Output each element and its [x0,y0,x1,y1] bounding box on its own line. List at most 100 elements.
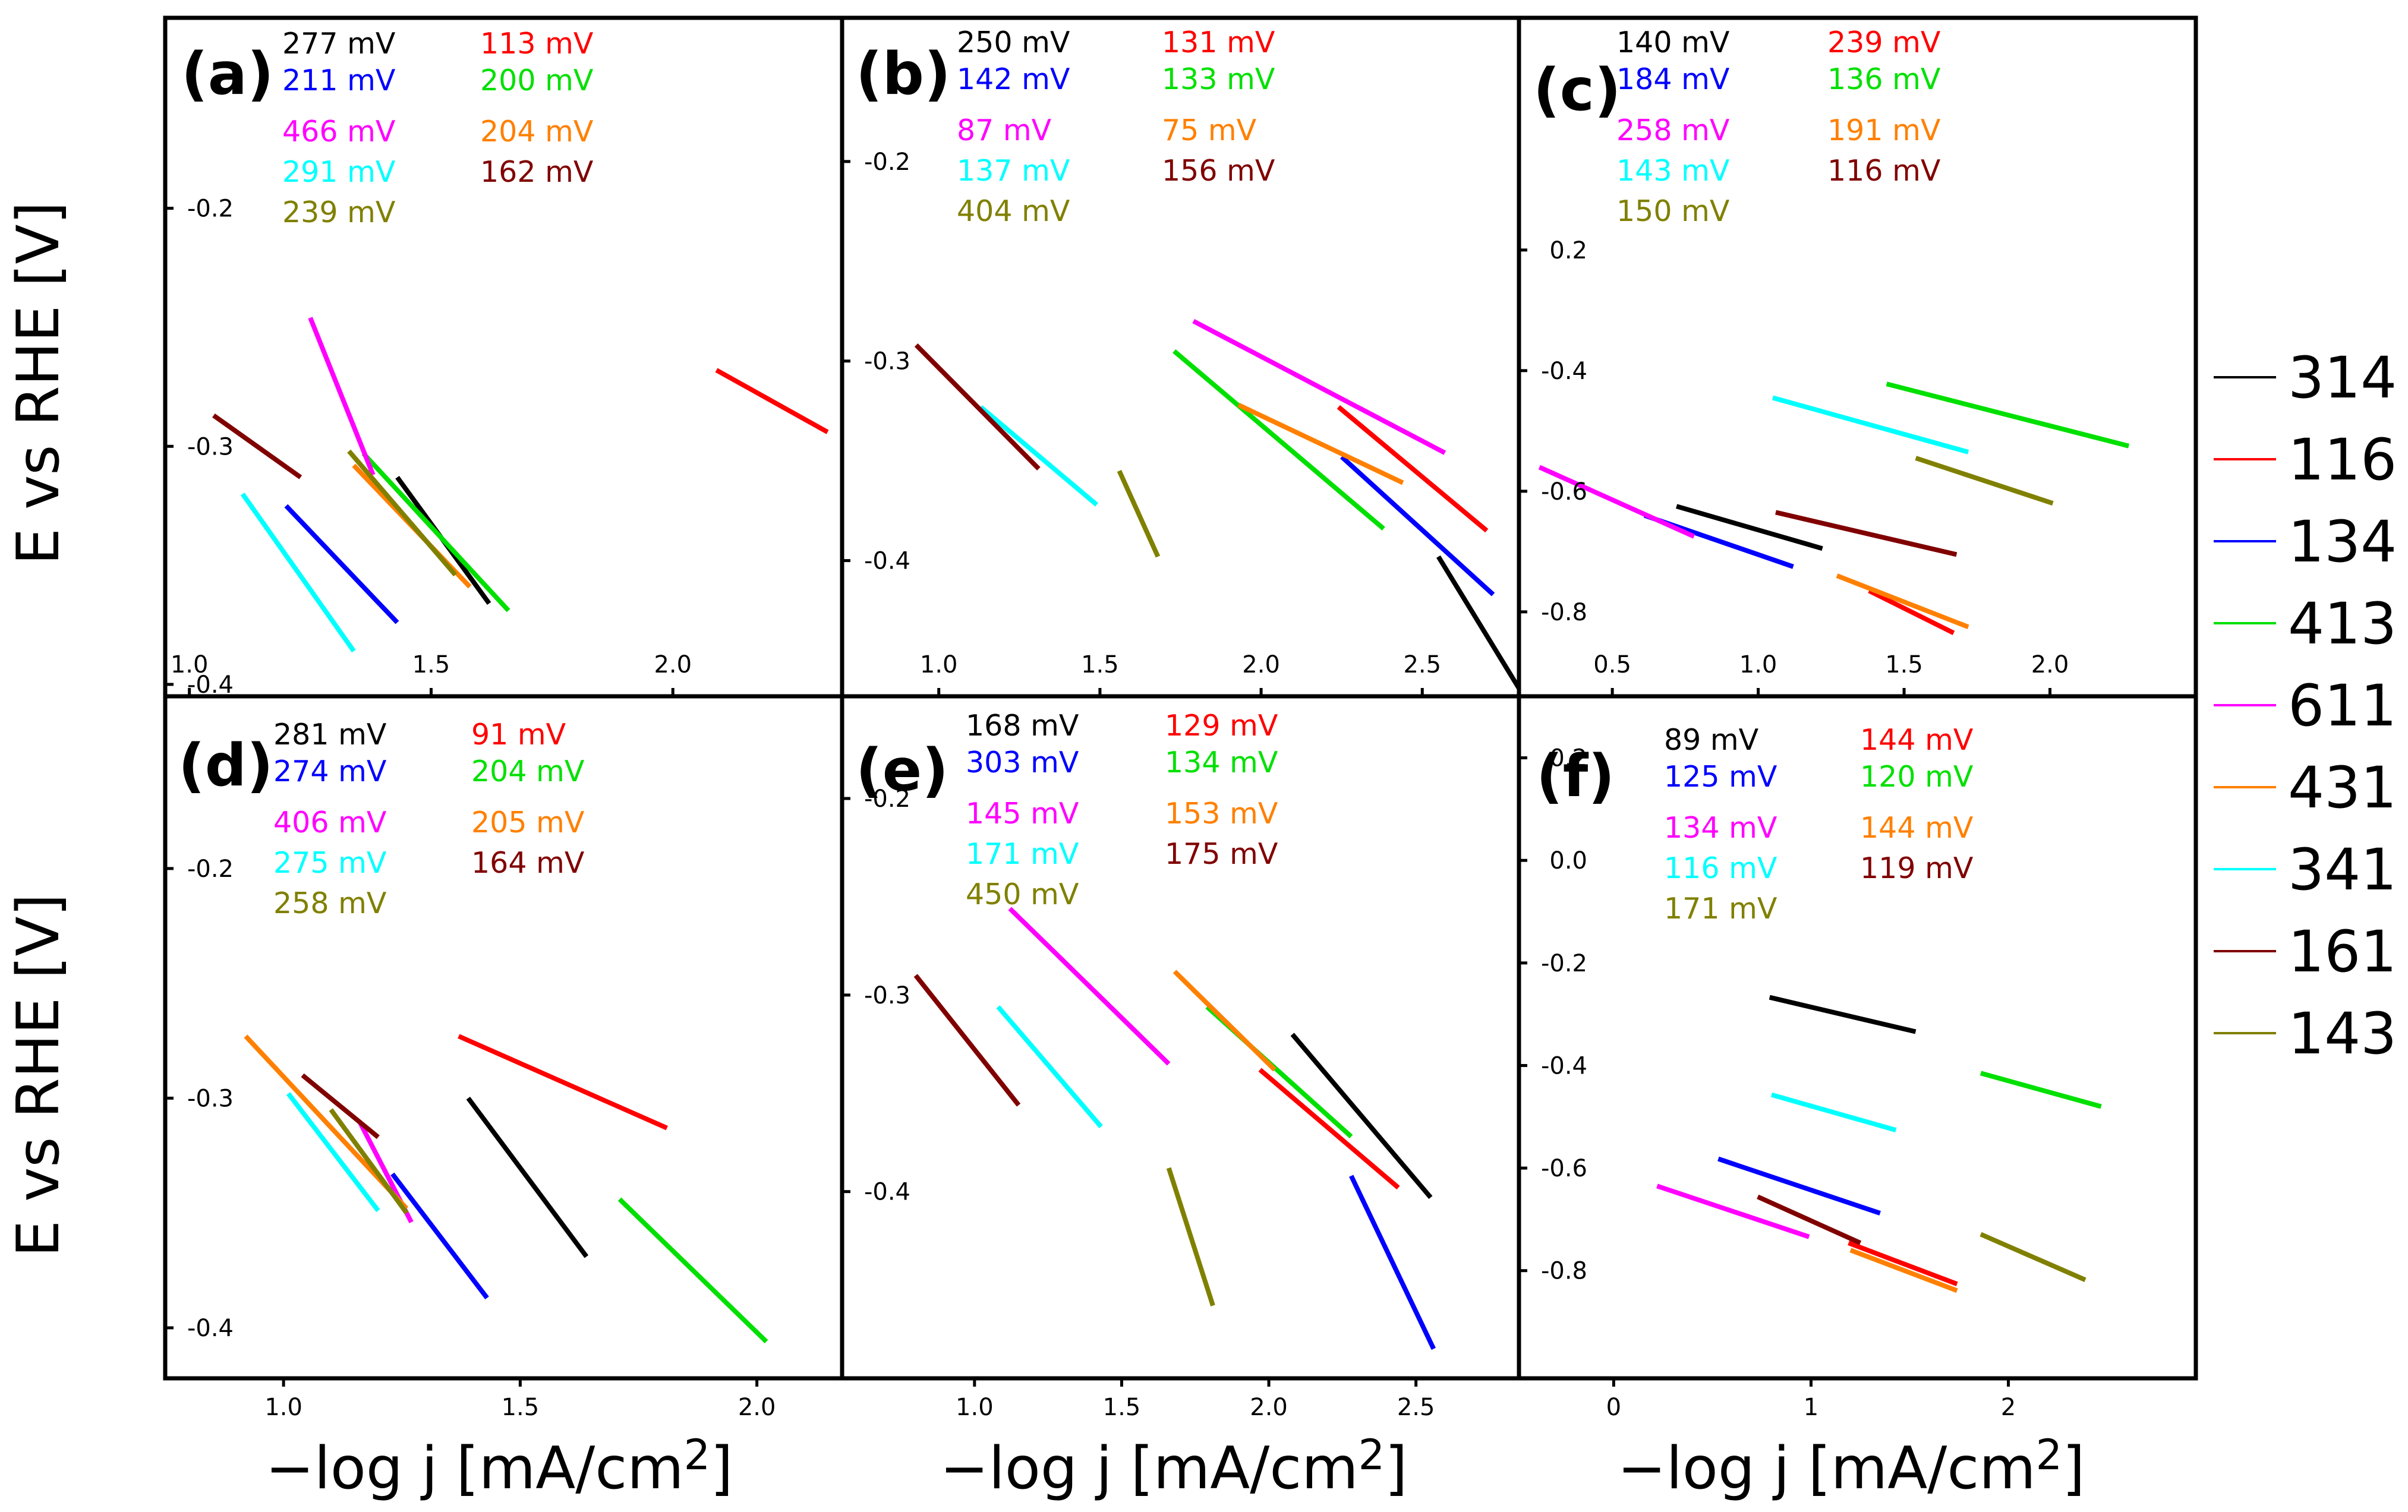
x-tick-label-c: 2.0 [2031,651,2069,678]
series-line-b-black [1436,555,1521,690]
slope-label-b-red: 131 mV [1162,26,1275,59]
series-line-f-cyan [1770,1092,1897,1133]
slope-label-c-black: 140 mV [1616,26,1730,59]
series-line-a-magenta [308,317,376,476]
slope-label-c-orange: 191 mV [1827,113,1941,147]
series-line-c-olive [1915,456,2054,506]
slope-label-c-green: 136 mV [1827,62,1941,96]
panel-tag-f: (f) [1536,743,1615,810]
series-line-b-red [1337,405,1489,533]
slope-label-a-orange: 204 mV [480,115,594,149]
series-line-e-cyan [996,1005,1103,1129]
y-tick-label-e: -0.2 [864,785,910,813]
panel-d: 1.0 1.5 2.0 -0.2 -0.3 -0.4 (d) 281 mV 91 mV 274 m… [163,694,844,1421]
slope-label-d-cyan: 275 mV [273,846,387,880]
x-tick-label-d: 2.0 [738,1394,776,1421]
series-line-b-cyan [979,405,1099,507]
legend-label-161: 161 [2288,918,2397,985]
slope-label-e-red: 129 mV [1165,709,1278,743]
series-line-c-darkred [1775,510,1958,557]
series-line-b-magenta [1192,318,1446,455]
x-tick-label-e: 2.5 [1397,1394,1435,1421]
legend-label-611: 611 [2288,673,2397,739]
slope-label-f-green: 120 mV [1860,760,1974,794]
slope-label-a-black: 277 mV [282,27,396,61]
series-line-b-orange [1237,402,1404,485]
slope-label-c-blue: 184 mV [1616,62,1730,96]
slope-label-e-orange: 153 mV [1165,797,1278,831]
slope-label-b-blue: 142 mV [957,62,1070,96]
x-tick-label-d: 1.5 [502,1394,540,1421]
y-tick-label-a: -0.4 [187,671,234,699]
slope-label-d-magenta: 406 mV [273,806,387,839]
slope-label-a-cyan: 291 mV [282,155,396,189]
slope-label-f-black: 89 mV [1664,723,1759,757]
panels: 1.0 1.5 2.0 -0.2 -0.3 -0.4 (a) 277 mV 113 mV 211 … [163,15,2198,1421]
y-tick-label-b: -0.3 [864,348,910,375]
series-line-e-darkred [913,974,1021,1107]
x-tick-label-f: 2 [2001,1394,2016,1421]
slope-label-f-olive: 171 mV [1664,892,1777,926]
x-tick-label-c: 0.5 [1593,651,1631,678]
x-tick-label-f: 0 [1606,1394,1621,1421]
slope-label-a-blue: 211 mV [282,64,396,97]
series-line-c-black [1675,504,1823,551]
legend-label-143: 143 [2288,1000,2397,1067]
y-tick-label-b: -0.2 [864,149,910,176]
legend-label-413: 413 [2288,591,2397,657]
slope-label-d-blue: 274 mV [273,755,387,788]
series-line-c-cyan [1772,395,1969,454]
y-tick-label-e: -0.4 [864,1179,910,1206]
legend-label-116: 116 [2288,427,2397,493]
slope-label-f-red: 144 mV [1860,723,1974,757]
x-axis-title-e: −log j [mA/cm2] [940,1431,1408,1502]
series-line-f-olive [1980,1232,2086,1282]
slope-label-f-blue: 125 mV [1664,760,1777,794]
slope-label-a-olive: 239 mV [282,195,396,229]
y-tick-label-d: -0.2 [187,856,234,883]
series-line-e-orange [1173,970,1277,1072]
series-line-f-black [1769,995,1917,1034]
y-tick-label-f: -0.6 [1541,1155,1587,1182]
series-line-b-green [1173,349,1385,531]
slope-label-f-orange: 144 mV [1860,811,1974,845]
y-tick-label-c: 0.2 [1549,237,1587,264]
y-tick-label-a: -0.3 [187,433,234,460]
x-tick-label-a: 1.5 [412,651,450,678]
y-axis-title-bottom: E vs RHE [V] [5,894,73,1257]
y-tick-label-f: 0.0 [1549,847,1587,875]
slope-label-c-red: 239 mV [1827,26,1941,59]
slope-label-e-cyan: 171 mV [966,837,1079,871]
series-line-b-blue [1340,454,1495,596]
y-tick-label-f: 0.2 [1549,745,1587,772]
series-line-e-black [1290,1033,1433,1200]
series-line-e-red [1258,1068,1400,1190]
x-tick-label-b: 2.5 [1403,651,1441,678]
series-line-c-red [1868,588,1955,635]
x-tick-label-a: 1.0 [171,651,209,678]
x-tick-label-e: 2.0 [1250,1394,1288,1421]
x-tick-label-b: 1.5 [1081,651,1119,678]
series-line-a-darkred [212,413,302,479]
x-tick-label-e: 1.5 [1103,1394,1141,1421]
slope-label-f-darkred: 119 mV [1860,851,1974,885]
slope-label-f-magenta: 134 mV [1664,811,1777,845]
slope-label-c-cyan: 143 mV [1616,154,1730,188]
slope-label-d-red: 91 mV [471,718,566,752]
slope-label-a-green: 200 mV [480,64,594,97]
panel-tag-d: (d) [178,732,273,800]
slope-label-d-orange: 205 mV [471,806,585,839]
slope-label-a-magenta: 466 mV [282,115,396,149]
series-line-d-olive [329,1108,409,1215]
y-tick-label-f: -0.4 [1541,1052,1587,1079]
series-line-f-magenta [1656,1183,1810,1239]
x-axis-title-d: −log j [mA/cm2] [266,1431,733,1502]
legend-label-134: 134 [2288,509,2397,575]
legend: 314 116 134 413 611 431 341 161 143 [2214,345,2397,1067]
series-line-d-cyan [286,1092,380,1213]
slope-label-d-olive: 258 mV [273,886,387,920]
y-tick-label-d: -0.4 [187,1315,234,1342]
slope-label-b-green: 133 mV [1162,62,1275,96]
slope-label-b-darkred: 156 mV [1162,154,1275,188]
